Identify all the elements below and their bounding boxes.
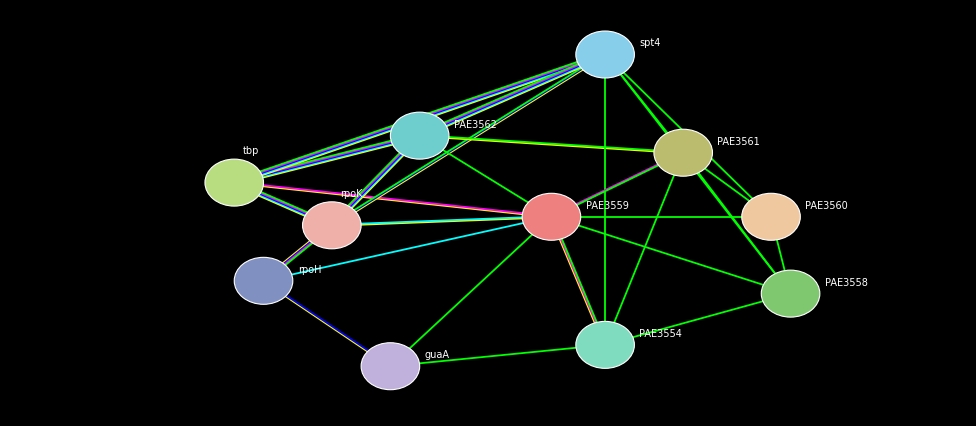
Text: rpoH: rpoH xyxy=(298,264,321,274)
Text: spt4: spt4 xyxy=(639,38,661,48)
Ellipse shape xyxy=(205,160,264,207)
Ellipse shape xyxy=(654,130,712,177)
Ellipse shape xyxy=(390,113,449,160)
Text: PAE3562: PAE3562 xyxy=(454,119,497,130)
Ellipse shape xyxy=(761,271,820,317)
Text: PAE3554: PAE3554 xyxy=(639,328,682,338)
Text: guaA: guaA xyxy=(425,349,450,359)
Ellipse shape xyxy=(234,258,293,305)
Ellipse shape xyxy=(742,194,800,241)
Text: PAE3559: PAE3559 xyxy=(586,200,629,210)
Ellipse shape xyxy=(522,194,581,241)
Text: PAE3560: PAE3560 xyxy=(805,200,848,210)
Ellipse shape xyxy=(576,32,634,79)
Ellipse shape xyxy=(361,343,420,390)
Ellipse shape xyxy=(576,322,634,368)
Ellipse shape xyxy=(303,202,361,249)
Text: PAE3561: PAE3561 xyxy=(717,136,760,146)
Text: tbp: tbp xyxy=(243,146,260,155)
Text: PAE3558: PAE3558 xyxy=(825,277,868,287)
Text: rpoK: rpoK xyxy=(341,188,363,198)
